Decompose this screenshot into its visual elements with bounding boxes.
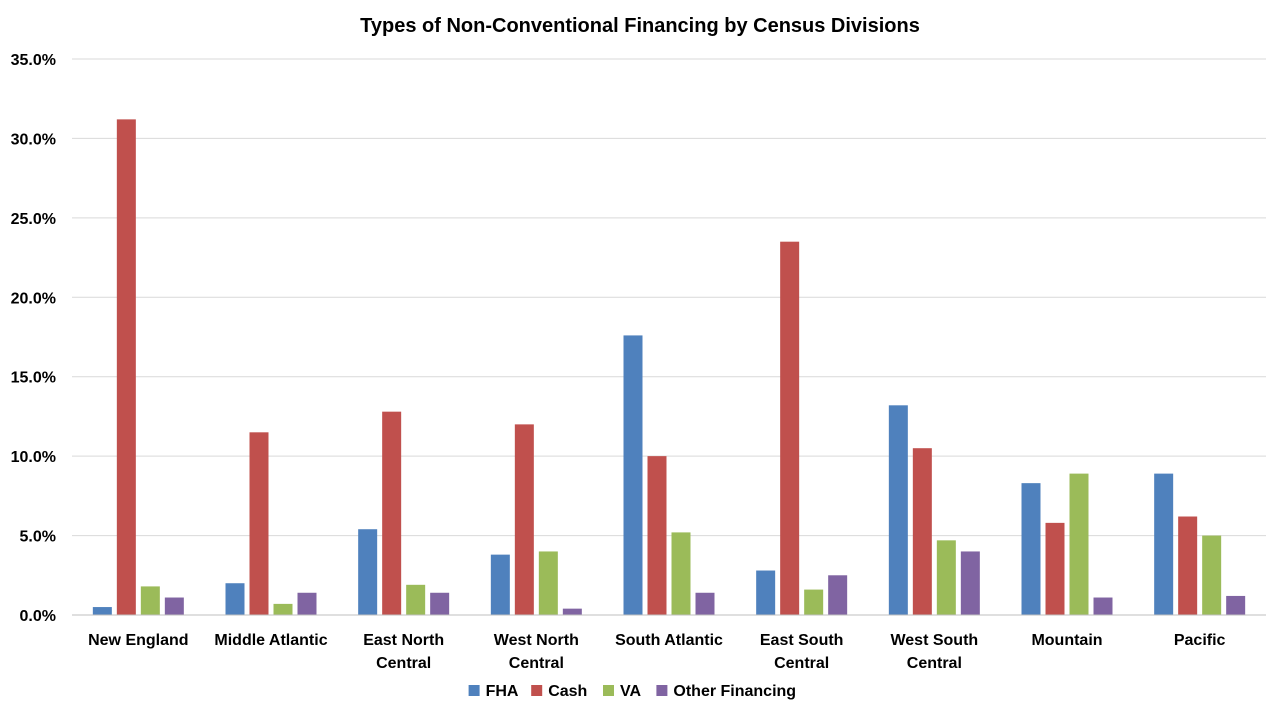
x-tick-label: Mountain [1031, 632, 1102, 649]
x-tick-label: Central [509, 655, 564, 672]
bar-va [140, 586, 160, 615]
bar-cash [1045, 522, 1065, 615]
x-tick-label: West North [494, 632, 579, 649]
bar-other-financing [297, 592, 317, 615]
legend-swatch [603, 685, 614, 696]
bar-va [804, 589, 824, 615]
bar-other-financing [562, 608, 582, 615]
bar-va [936, 540, 956, 615]
bar-cash [912, 448, 932, 615]
bar-cash [116, 119, 136, 615]
bar-va [538, 551, 558, 615]
y-tick-label: 30.0% [11, 131, 56, 148]
bar-cash [647, 456, 667, 615]
bar-other-financing [1093, 597, 1113, 615]
bar-other-financing [960, 551, 980, 615]
bar-fha [623, 335, 643, 615]
y-tick-label: 15.0% [11, 370, 56, 387]
bar-fha [1154, 473, 1174, 615]
bar-va [273, 603, 293, 615]
bar-cash [1178, 516, 1198, 615]
bar-fha [225, 583, 245, 615]
x-tick-label: West South [890, 632, 978, 649]
bar-cash [514, 424, 534, 615]
bar-fha [490, 554, 510, 615]
bar-fha [888, 405, 908, 615]
x-tick-label: New England [88, 632, 188, 649]
chart-title: Types of Non-Conventional Financing by C… [360, 15, 920, 37]
x-tick-label: Central [376, 655, 431, 672]
bar-va [1069, 473, 1089, 615]
bar-other-financing [430, 592, 450, 615]
x-tick-label: Middle Atlantic [214, 632, 327, 649]
bar-fha [92, 607, 112, 615]
legend-label: Cash [548, 683, 587, 700]
legend-swatch [468, 685, 480, 696]
x-tick-label: East North [363, 632, 444, 649]
y-axis-ticks: 0.0% 5.0% 10.0% 15.0% 20.0% 25.0% 30.0% 35.0% [11, 52, 56, 625]
legend-swatch [656, 685, 668, 696]
y-tick-label: 20.0% [11, 290, 56, 307]
x-tick-label: Pacific [1174, 632, 1226, 649]
x-tick-label: Central [907, 655, 962, 672]
y-tick-label: 35.0% [11, 52, 56, 69]
x-axis-labels: New England Middle Atlantic East North Cent… [88, 632, 1225, 672]
bar-va [406, 584, 426, 615]
bar-other-financing [828, 575, 848, 615]
legend-label: FHA [486, 683, 519, 700]
x-tick-label: East South [760, 632, 844, 649]
bar-fha [756, 570, 776, 615]
bar-cash [382, 411, 402, 615]
bar-va [1202, 535, 1222, 615]
bars [92, 119, 1246, 615]
bar-cash [249, 432, 269, 615]
bar-other-financing [164, 597, 184, 615]
x-tick-label: Central [774, 655, 829, 672]
bar-other-financing [695, 592, 715, 615]
bar-va [671, 532, 691, 615]
x-tick-label: South Atlantic [615, 632, 723, 649]
gridlines [72, 58, 1266, 537]
bar-fha [1021, 483, 1041, 615]
bar-fha [358, 529, 378, 615]
y-tick-label: 0.0% [20, 608, 56, 625]
legend-swatch [531, 685, 543, 696]
legend-label: Other Financing [673, 683, 796, 700]
y-tick-label: 5.0% [20, 529, 56, 546]
y-tick-label: 25.0% [11, 211, 56, 228]
legend-label: VA [620, 683, 641, 700]
bar-other-financing [1226, 595, 1246, 615]
bar-cash [780, 241, 800, 615]
y-tick-label: 10.0% [11, 449, 56, 466]
legend: FHA Cash VA Other Financing [468, 683, 796, 700]
